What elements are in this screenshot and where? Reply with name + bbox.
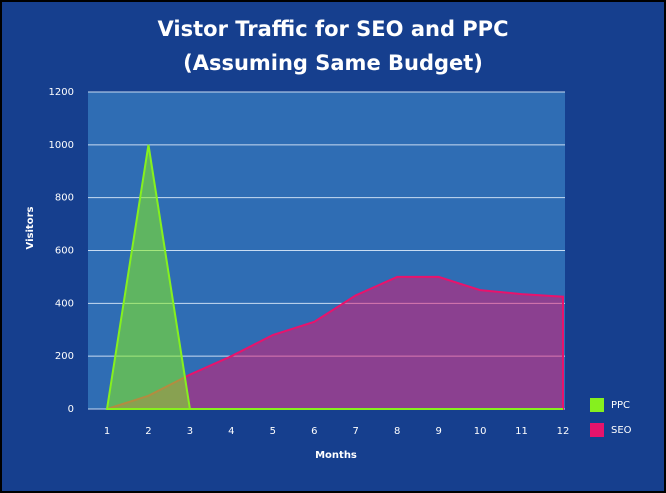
x-tick-label: 5 bbox=[270, 426, 276, 437]
chart-subtitle: (Assuming Same Budget) bbox=[183, 51, 483, 75]
legend-label: SEO bbox=[611, 425, 632, 436]
x-tick-label: 9 bbox=[435, 426, 441, 437]
x-tick-label: 3 bbox=[187, 426, 193, 437]
y-tick-label: 0 bbox=[68, 404, 74, 415]
y-tick-label: 1200 bbox=[49, 87, 74, 98]
x-tick-label: 10 bbox=[474, 426, 487, 437]
y-tick-label: 1000 bbox=[49, 140, 74, 151]
x-tick-label: 4 bbox=[228, 426, 234, 437]
y-tick-label: 200 bbox=[55, 351, 74, 362]
y-tick-label: 800 bbox=[55, 193, 74, 204]
legend-label: PPC bbox=[611, 400, 630, 411]
x-tick-label: 12 bbox=[557, 426, 570, 437]
x-tick-label: 6 bbox=[311, 426, 317, 437]
x-tick-label: 8 bbox=[394, 426, 400, 437]
y-tick-label: 600 bbox=[55, 246, 74, 257]
x-tick-label: 11 bbox=[515, 426, 528, 437]
x-axis-label: Months bbox=[315, 450, 357, 461]
legend-swatch bbox=[590, 423, 604, 437]
legend-swatch bbox=[590, 398, 604, 412]
chart-title: Vistor Traffic for SEO and PPC bbox=[158, 17, 509, 41]
y-axis-label: Visitors bbox=[25, 207, 36, 250]
y-tick-label: 400 bbox=[55, 298, 74, 309]
x-tick-label: 1 bbox=[104, 426, 110, 437]
area bbox=[105, 144, 563, 410]
x-tick-label: 2 bbox=[145, 426, 151, 437]
x-tick-label: 7 bbox=[353, 426, 359, 437]
area bbox=[106, 275, 564, 410]
